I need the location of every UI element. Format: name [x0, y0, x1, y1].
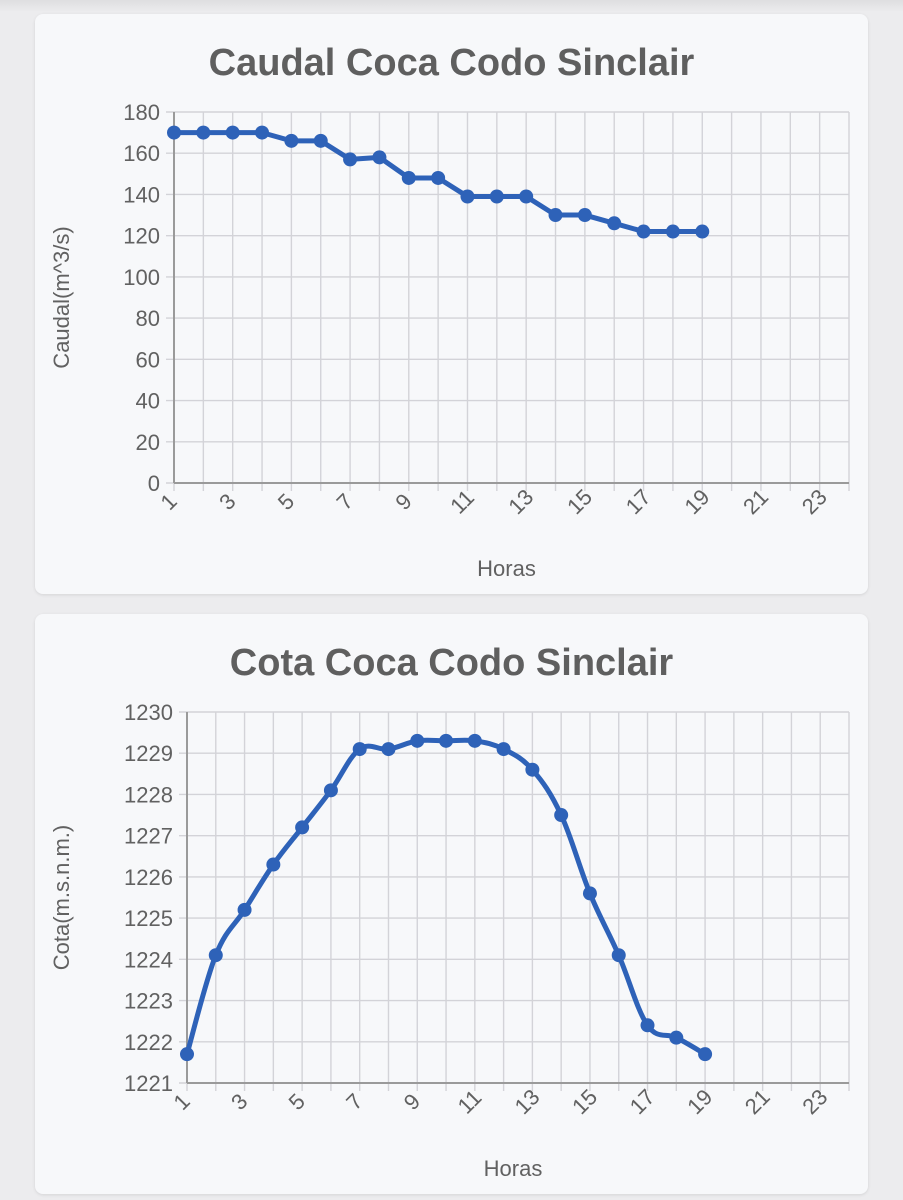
y-tick-label: 20	[136, 430, 160, 455]
data-point	[284, 133, 299, 148]
y-tick-label: 1229	[124, 741, 173, 766]
top-shadow-strip	[0, 0, 903, 12]
data-point	[582, 886, 597, 901]
data-point	[695, 224, 710, 239]
x-tick-label: 19	[682, 1084, 717, 1119]
x-tick-label: 21	[738, 484, 773, 519]
data-point	[255, 125, 270, 140]
data-point	[237, 902, 252, 917]
y-tick-label: 1227	[124, 824, 173, 849]
y-tick-label: 80	[136, 306, 160, 331]
data-point	[266, 857, 281, 872]
y-tick-label: 1230	[124, 700, 173, 725]
y-tick-label: 140	[123, 182, 160, 207]
x-tick-label: 9	[399, 1089, 425, 1115]
data-point	[313, 133, 328, 148]
y-tick-label: 0	[148, 471, 160, 496]
x-axis-title: Horas	[477, 556, 536, 581]
x-tick-label: 21	[740, 1084, 775, 1119]
x-tick-label: 19	[679, 484, 714, 519]
x-tick-label: 13	[503, 484, 538, 519]
y-tick-label: 1225	[124, 906, 173, 931]
y-tick-label: 1223	[124, 989, 173, 1014]
data-point	[577, 208, 592, 223]
data-point	[548, 208, 563, 223]
y-tick-label: 120	[123, 224, 160, 249]
data-point	[698, 1047, 713, 1062]
data-point	[640, 1018, 655, 1033]
data-point	[525, 762, 540, 777]
x-tick-label: 9	[390, 489, 416, 515]
data-point	[167, 125, 181, 140]
data-point	[343, 152, 358, 167]
y-tick-label: 1222	[124, 1030, 173, 1055]
x-tick-label: 13	[510, 1084, 545, 1119]
data-point	[431, 170, 446, 185]
y-tick-label: 160	[123, 141, 160, 166]
x-tick-label: 11	[445, 485, 479, 519]
y-tick-label: 1224	[124, 947, 173, 972]
cota-line-chart: 1221 1222 1223 1224 1225 1226 1227 1228 1229 1230…	[49, 700, 850, 1181]
data-point	[225, 125, 240, 140]
y-axis-title: Caudal(m^3/s)	[49, 226, 74, 368]
x-axis-title: Horas	[484, 1156, 543, 1181]
x-tick-label: 7	[341, 1089, 367, 1115]
data-point	[401, 170, 416, 185]
data-point	[208, 948, 223, 963]
data-point	[496, 742, 511, 757]
x-tick-label: 3	[214, 489, 240, 515]
x-tick-label: 23	[797, 1084, 832, 1119]
chart-title: Cota Coca Codo Sinclair	[229, 642, 674, 684]
chart-card-cota: Cota Coca Codo Sinclair 1221 1222 1223 1224…	[35, 614, 868, 1194]
y-tick-label: 1221	[124, 1071, 173, 1096]
chart-card-caudal: Caudal Coca Codo Sinclair 0 20 40 60 80 100 12…	[35, 14, 868, 594]
grid	[166, 111, 850, 491]
data-point	[554, 808, 569, 823]
x-tick-label: 1	[156, 489, 182, 515]
data-point	[665, 224, 680, 239]
data-point	[439, 733, 454, 748]
x-tick-label: 23	[797, 484, 832, 519]
data-point	[460, 189, 475, 204]
data-point	[607, 216, 622, 231]
data-point	[410, 733, 425, 748]
data-point	[611, 948, 626, 963]
x-tick-label: 11	[453, 1085, 487, 1119]
x-tick-label: 7	[332, 489, 358, 515]
y-axis-title: Cota(m.s.n.m.)	[49, 825, 74, 970]
chart-title: Caudal Coca Codo Sinclair	[208, 42, 695, 84]
x-tick-label: 15	[562, 484, 597, 519]
y-tick-label: 180	[123, 100, 160, 125]
y-tick-label: 40	[136, 389, 160, 414]
y-tick-label: 1226	[124, 865, 173, 890]
data-point	[489, 189, 504, 204]
data-point	[372, 150, 387, 165]
data-point	[669, 1030, 684, 1045]
data-point	[636, 224, 651, 239]
x-tick-label: 17	[625, 1084, 660, 1119]
data-point	[196, 125, 211, 140]
data-point	[180, 1047, 194, 1062]
x-tick-label: 5	[284, 1089, 310, 1115]
data-point	[467, 733, 482, 748]
data-point	[352, 742, 367, 757]
y-tick-label: 1228	[124, 782, 173, 807]
x-tick-label: 17	[621, 484, 656, 519]
data-point	[381, 742, 396, 757]
grid	[179, 711, 850, 1091]
y-tick-label: 60	[136, 347, 160, 372]
data-point	[323, 783, 338, 798]
x-tick-label: 5	[273, 489, 299, 515]
x-tick-label: 3	[226, 1089, 252, 1115]
x-tick-label: 1	[169, 1089, 195, 1115]
data-point	[295, 820, 310, 835]
x-tick-label: 15	[567, 1084, 602, 1119]
data-point	[519, 189, 534, 204]
y-tick-label: 100	[123, 265, 160, 290]
